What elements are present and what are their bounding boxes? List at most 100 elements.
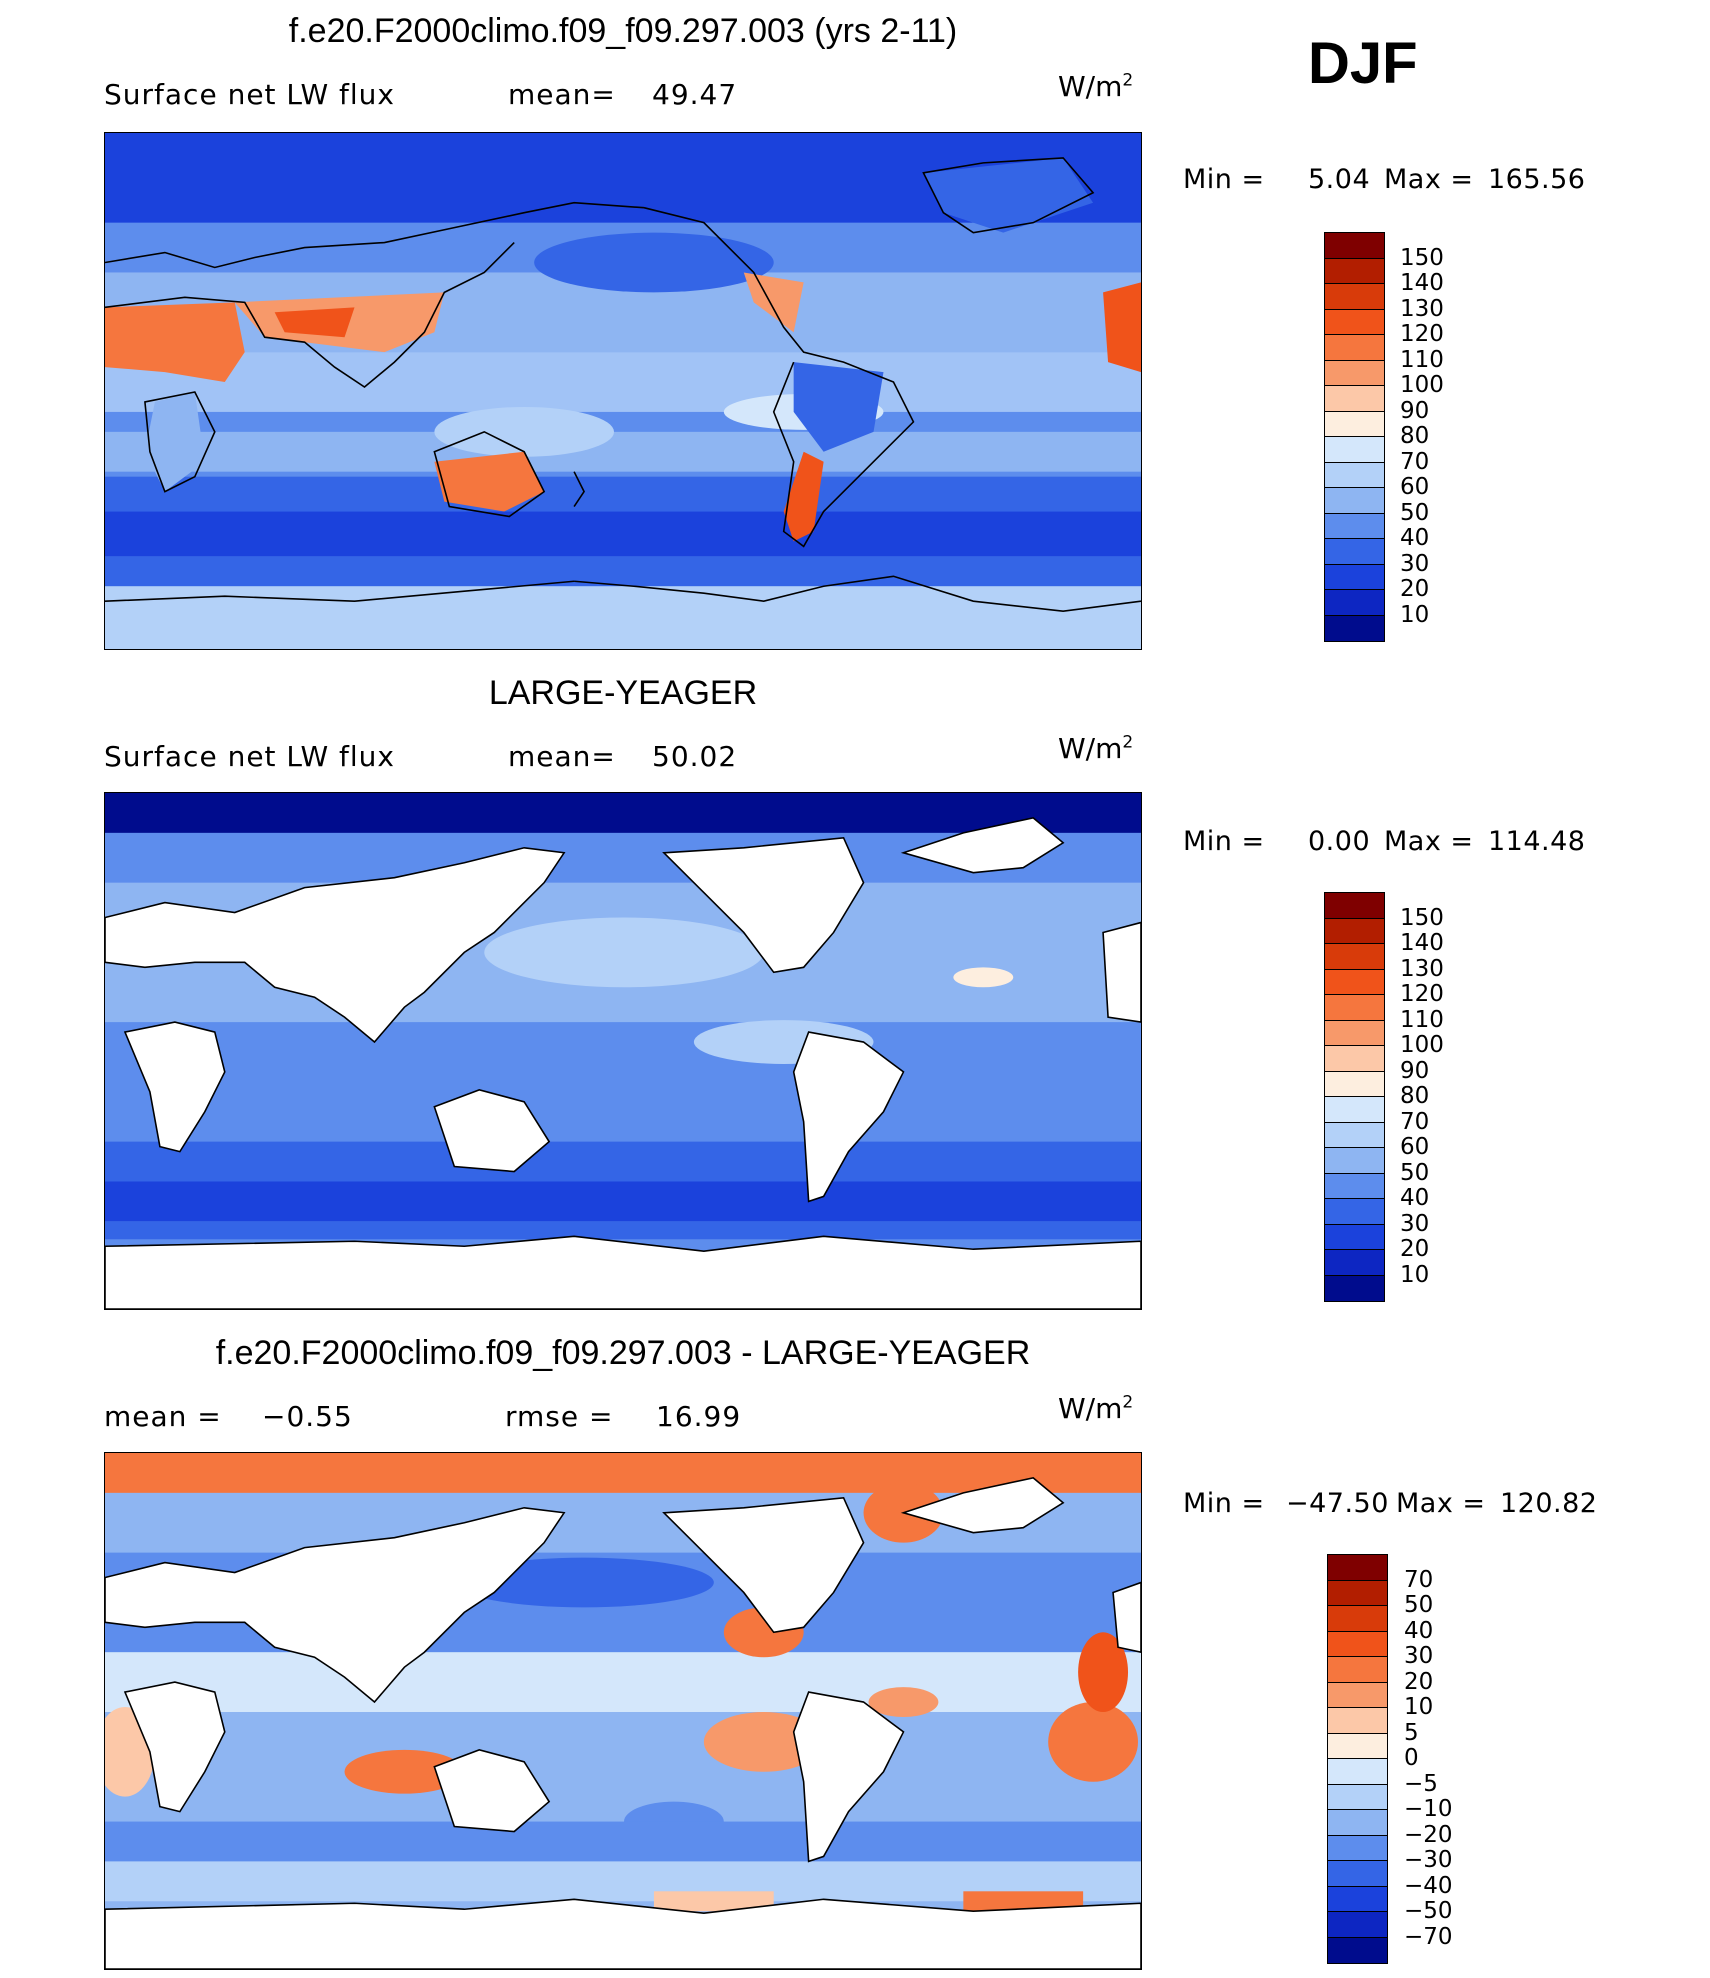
panel-1-units: W/m2	[1058, 70, 1134, 103]
panel-3-mean-label: mean =	[104, 1400, 222, 1433]
colorbar-segment	[1325, 309, 1384, 335]
colorbar-segment	[1325, 437, 1384, 463]
colorbar-tick-label: 50	[1400, 1159, 1430, 1186]
colorbar-segment	[1328, 1682, 1387, 1708]
panel-2-colorbar	[1324, 892, 1385, 1302]
colorbar-segment	[1325, 1199, 1384, 1225]
panel-1-colorbar	[1324, 232, 1385, 642]
colorbar-segment	[1325, 564, 1384, 590]
colorbar-tick-label: 120	[1400, 981, 1444, 1007]
panel-2-min-label: Min =	[1183, 826, 1265, 857]
colorbar-segment	[1328, 1937, 1387, 1963]
colorbar-segment	[1325, 969, 1384, 995]
colorbar-tick-label: 30	[1400, 1210, 1430, 1237]
panel-3-max-value: 120.82	[1500, 1488, 1598, 1519]
colorbar-tick-label: 40	[1404, 1617, 1434, 1644]
panel-2-mean-label: mean=	[508, 740, 616, 773]
colorbar-segment	[1325, 513, 1384, 539]
panel-3-units: W/m2	[1058, 1392, 1134, 1425]
colorbar-tick-label: −70	[1404, 1923, 1453, 1950]
colorbar-tick-label: 10	[1400, 601, 1430, 628]
panel-3-rmse-label: rmse =	[505, 1400, 614, 1433]
colorbar-tick-label: 90	[1400, 397, 1430, 424]
colorbar-segment	[1325, 284, 1384, 310]
panel-2-min-value: 0.00	[1308, 826, 1371, 857]
panel-1-map	[104, 132, 1142, 650]
panel-2-map	[104, 792, 1142, 1310]
panel-1-min-label: Min =	[1183, 164, 1265, 195]
panel-1-map-svg	[105, 133, 1141, 649]
colorbar-segment	[1328, 1580, 1387, 1606]
colorbar-segment	[1325, 411, 1384, 437]
colorbar-segment	[1325, 1275, 1384, 1301]
panel-3-colorbar	[1327, 1554, 1388, 1964]
colorbar-segment	[1325, 1046, 1384, 1072]
colorbar-tick-label: 40	[1400, 1185, 1430, 1211]
colorbar-segment	[1325, 893, 1384, 919]
colorbar-tick-label: 150	[1400, 904, 1444, 931]
colorbar-tick-label: −20	[1404, 1821, 1453, 1848]
colorbar-segment	[1325, 539, 1384, 565]
panel-1-mean-value: 49.47	[652, 78, 738, 111]
colorbar-segment	[1325, 995, 1384, 1021]
colorbar-tick-label: 20	[1400, 1236, 1430, 1262]
colorbar-tick-label: 80	[1400, 1083, 1430, 1109]
colorbar-segment	[1325, 233, 1384, 259]
colorbar-tick-label: 110	[1400, 346, 1444, 373]
panel-3-map	[104, 1452, 1142, 1970]
colorbar-segment	[1328, 1835, 1387, 1861]
panel-2-map-svg	[105, 793, 1141, 1309]
panel-3-map-svg	[105, 1453, 1141, 1969]
panel-3-min-value: −47.50	[1286, 1488, 1389, 1519]
colorbar-tick-label: 120	[1400, 321, 1444, 347]
panel-1-variable-label: Surface net LW flux	[104, 78, 395, 111]
colorbar-tick-label: 70	[1400, 448, 1430, 475]
colorbar-tick-label: 130	[1400, 295, 1444, 322]
panel-3-mean-value: −0.55	[262, 1400, 353, 1433]
colorbar-tick-label: 50	[1400, 499, 1430, 526]
panel-2-variable-label: Surface net LW flux	[104, 740, 395, 773]
panel-2-units: W/m2	[1058, 732, 1134, 765]
colorbar-tick-label: 0	[1404, 1745, 1419, 1771]
colorbar-segment	[1325, 335, 1384, 361]
colorbar-segment	[1325, 1148, 1384, 1174]
colorbar-tick-label: −40	[1404, 1872, 1453, 1899]
panel-2-mean-value: 50.02	[652, 740, 738, 773]
colorbar-segment	[1325, 944, 1384, 970]
panel-3-rmse-value: 16.99	[656, 1400, 742, 1433]
colorbar-tick-label: 150	[1400, 244, 1444, 271]
colorbar-segment	[1328, 1759, 1387, 1785]
colorbar-tick-label: 140	[1400, 270, 1444, 296]
panel-1-mean-label: mean=	[508, 78, 616, 111]
colorbar-segment	[1325, 386, 1384, 412]
colorbar-segment	[1325, 488, 1384, 514]
colorbar-tick-label: −50	[1404, 1898, 1453, 1924]
colorbar-segment	[1325, 918, 1384, 944]
colorbar-tick-label: 20	[1404, 1668, 1434, 1695]
colorbar-segment	[1325, 1020, 1384, 1046]
colorbar-segment	[1328, 1733, 1387, 1759]
colorbar-tick-label: 110	[1400, 1006, 1444, 1033]
colorbar-segment	[1325, 1122, 1384, 1148]
colorbar-tick-label: 130	[1400, 955, 1444, 982]
colorbar-segment	[1325, 258, 1384, 284]
colorbar-tick-label: 60	[1400, 474, 1430, 500]
colorbar-tick-label: 90	[1400, 1057, 1430, 1084]
panel-2-max-label: Max =	[1384, 826, 1474, 857]
colorbar-segment	[1328, 1606, 1387, 1632]
colorbar-segment	[1328, 1631, 1387, 1657]
colorbar-segment	[1328, 1708, 1387, 1734]
colorbar-segment	[1328, 1886, 1387, 1912]
colorbar-tick-label: 5	[1404, 1719, 1419, 1746]
panel-1-max-value: 165.56	[1488, 164, 1586, 195]
colorbar-tick-label: 70	[1400, 1108, 1430, 1135]
colorbar-tick-label: 80	[1400, 423, 1430, 449]
colorbar-segment	[1328, 1861, 1387, 1887]
colorbar-tick-label: 30	[1404, 1643, 1434, 1669]
colorbar-segment	[1325, 1097, 1384, 1123]
panel-3-title: f.e20.F2000climo.f09_f09.297.003 - LARGE…	[215, 1334, 1031, 1372]
colorbar-segment	[1328, 1657, 1387, 1683]
colorbar-tick-label: 140	[1400, 930, 1444, 956]
colorbar-tick-label: 30	[1400, 550, 1430, 577]
colorbar-tick-label: −10	[1404, 1796, 1453, 1822]
